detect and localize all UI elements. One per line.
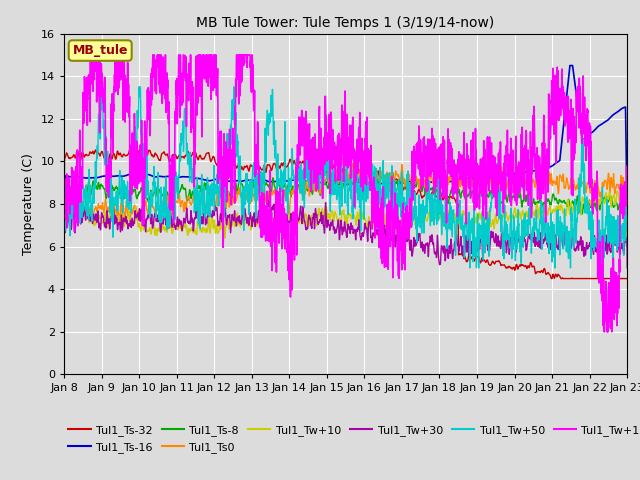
Tul1_Ts-8: [623, 244, 631, 250]
Tul1_Tw+50: [60, 265, 68, 271]
Tul1_Tw+100: [600, 329, 608, 335]
Tul1_Ts-8: [276, 184, 284, 190]
Tul1_Tw+30: [301, 218, 308, 224]
Tul1_Ts-32: [158, 151, 166, 157]
Tul1_Ts-8: [158, 192, 166, 198]
Tul1_Tw+10: [552, 205, 559, 211]
Tul1_Ts0: [276, 192, 284, 198]
Tul1_Tw+100: [276, 194, 284, 200]
Tul1_Tw+50: [158, 216, 166, 222]
Tul1_Tw+30: [124, 225, 132, 231]
Tul1_Tw+10: [612, 199, 620, 204]
Tul1_Tw+30: [266, 192, 273, 198]
Tul1_Tw+30: [276, 211, 284, 216]
Tul1_Ts-16: [552, 161, 559, 167]
Tul1_Ts0: [612, 183, 620, 189]
Tul1_Tw+10: [301, 218, 308, 224]
Tul1_Ts-32: [552, 271, 559, 277]
Line: Tul1_Tw+50: Tul1_Tw+50: [64, 87, 627, 268]
Tul1_Ts-16: [623, 191, 631, 196]
Tul1_Tw+100: [552, 87, 559, 93]
Tul1_Tw+10: [60, 254, 68, 260]
Tul1_Tw+10: [124, 211, 132, 216]
Tul1_Ts0: [124, 211, 132, 217]
Tul1_Ts-32: [547, 276, 555, 281]
Line: Tul1_Ts0: Tul1_Ts0: [64, 163, 627, 257]
Tul1_Tw+50: [125, 201, 132, 207]
Line: Tul1_Ts-8: Tul1_Ts-8: [64, 171, 627, 268]
Tul1_Ts0: [60, 254, 68, 260]
Tul1_Tw+50: [97, 84, 105, 90]
Line: Tul1_Tw+10: Tul1_Tw+10: [64, 191, 627, 257]
Tul1_Ts-16: [276, 178, 284, 184]
Tul1_Tw+100: [612, 280, 620, 286]
Tul1_Tw+30: [158, 218, 166, 224]
Tul1_Ts-8: [335, 168, 342, 174]
Tul1_Tw+10: [276, 218, 284, 224]
Line: Tul1_Ts-16: Tul1_Ts-16: [64, 66, 627, 193]
Tul1_Tw+30: [623, 265, 631, 271]
Tul1_Ts-32: [301, 162, 308, 168]
Tul1_Tw+100: [623, 173, 631, 179]
Tul1_Ts-16: [158, 174, 166, 180]
Text: MB_tule: MB_tule: [72, 44, 128, 57]
Tul1_Ts-8: [124, 191, 132, 197]
Tul1_Ts-8: [612, 199, 620, 205]
Tul1_Ts-16: [60, 191, 68, 196]
Tul1_Tw+100: [125, 81, 132, 87]
Tul1_Tw+10: [614, 188, 621, 193]
Tul1_Ts-16: [301, 178, 308, 184]
Tul1_Tw+30: [552, 234, 559, 240]
Tul1_Tw+100: [90, 52, 98, 58]
Tul1_Tw+30: [612, 242, 620, 248]
Tul1_Tw+100: [158, 59, 166, 65]
Tul1_Ts0: [348, 160, 356, 166]
Tul1_Ts0: [301, 188, 308, 193]
Tul1_Tw+50: [612, 221, 620, 227]
Legend: Tul1_Ts-32, Tul1_Ts-16, Tul1_Ts-8, Tul1_Ts0, Tul1_Tw+10, Tul1_Tw+30, Tul1_Tw+50,: Tul1_Ts-32, Tul1_Ts-16, Tul1_Ts-8, Tul1_…: [64, 421, 640, 457]
Tul1_Tw+10: [158, 225, 166, 230]
Tul1_Ts-16: [612, 110, 620, 116]
Tul1_Ts-32: [127, 144, 134, 150]
Tul1_Tw+100: [60, 279, 68, 285]
Y-axis label: Temperature (C): Temperature (C): [22, 153, 35, 255]
Tul1_Tw+50: [276, 176, 284, 182]
Tul1_Ts-8: [552, 195, 559, 201]
Tul1_Ts0: [623, 242, 631, 248]
Tul1_Ts0: [158, 203, 166, 208]
Tul1_Ts-8: [301, 182, 308, 188]
Tul1_Ts-32: [124, 151, 132, 157]
Tul1_Ts-8: [60, 265, 68, 271]
Line: Tul1_Tw+30: Tul1_Tw+30: [64, 195, 627, 268]
Tul1_Tw+50: [552, 236, 559, 241]
Tul1_Ts-16: [124, 172, 132, 178]
Line: Tul1_Ts-32: Tul1_Ts-32: [64, 147, 627, 278]
Tul1_Ts-16: [566, 63, 574, 69]
Tul1_Tw+50: [301, 189, 308, 194]
Tul1_Ts-32: [623, 276, 631, 281]
Tul1_Ts0: [552, 182, 559, 188]
Tul1_Tw+100: [301, 176, 308, 181]
Tul1_Tw+30: [60, 265, 68, 271]
Tul1_Tw+10: [623, 244, 631, 250]
Tul1_Ts-32: [60, 271, 68, 276]
Tul1_Tw+50: [623, 228, 631, 234]
Line: Tul1_Tw+100: Tul1_Tw+100: [64, 55, 627, 332]
Tul1_Ts-32: [276, 165, 284, 170]
Tul1_Ts-32: [612, 276, 620, 281]
Title: MB Tule Tower: Tule Temps 1 (3/19/14-now): MB Tule Tower: Tule Temps 1 (3/19/14-now…: [196, 16, 495, 30]
